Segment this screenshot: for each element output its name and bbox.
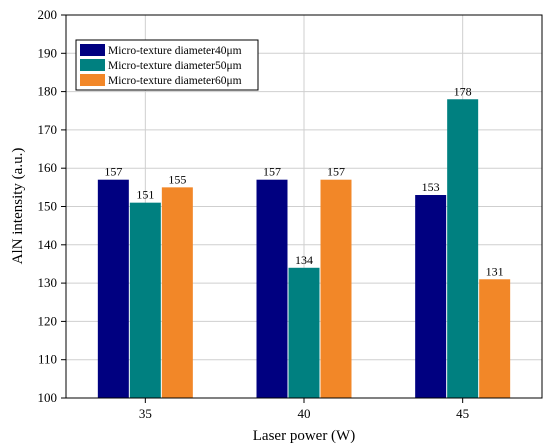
bar-45-series-1 [415, 195, 447, 398]
data-label: 178 [454, 84, 472, 98]
y-axis-ticks: 100 110 120 130 140 150 160 170 180 190 200 [38, 7, 66, 405]
legend-entry: Micro-texture diameter40μm [108, 45, 242, 57]
x-tick-label: 45 [456, 406, 469, 421]
x-axis-label: Laser power (W) [253, 428, 355, 444]
y-tick-label: 120 [38, 313, 58, 328]
legend-swatch [80, 59, 105, 71]
legend: Micro-texture diameter40μm Micro-texture … [75, 39, 259, 91]
data-labels: 157 151 155 157 134 157 153 178 131 [104, 84, 503, 278]
data-label: 157 [327, 165, 345, 179]
data-label: 151 [136, 188, 154, 202]
y-axis-label: AlN intensity (a.u.) [10, 148, 26, 265]
bar-40-series-3 [320, 179, 352, 398]
y-tick-label: 130 [38, 275, 58, 290]
data-label: 157 [104, 165, 122, 179]
bar-35-series-2 [129, 202, 161, 398]
x-tick-label: 35 [139, 406, 152, 421]
y-tick-label: 190 [38, 45, 58, 60]
legend-swatch [80, 74, 105, 86]
y-tick-label: 160 [38, 160, 58, 175]
legend-box [75, 39, 259, 91]
legend-entry: Micro-texture diameter60μm [108, 75, 242, 87]
legend-entry: Micro-texture diameter50μm [108, 60, 242, 72]
bar-35-series-1 [97, 179, 129, 398]
bar-45-series-3 [479, 279, 511, 398]
bars [97, 99, 511, 398]
y-tick-label: 110 [38, 352, 57, 367]
data-label: 155 [168, 172, 186, 186]
y-tick-label: 180 [38, 84, 58, 99]
bar-40-series-1 [256, 179, 288, 398]
bar-45-series-2 [447, 99, 479, 398]
y-tick-label: 100 [38, 390, 58, 405]
y-tick-label: 140 [38, 237, 58, 252]
bar-40-series-2 [288, 267, 320, 398]
x-tick-label: 40 [298, 406, 311, 421]
data-label: 157 [263, 165, 281, 179]
data-label: 134 [295, 253, 313, 267]
y-tick-label: 150 [38, 199, 58, 214]
data-label: 153 [422, 180, 440, 194]
legend-swatch [80, 44, 105, 56]
bar-35-series-3 [161, 187, 193, 398]
y-tick-label: 170 [38, 122, 58, 137]
x-axis-ticks: 35 40 45 [139, 398, 469, 421]
data-label: 131 [486, 264, 504, 278]
y-tick-label: 200 [38, 7, 58, 22]
